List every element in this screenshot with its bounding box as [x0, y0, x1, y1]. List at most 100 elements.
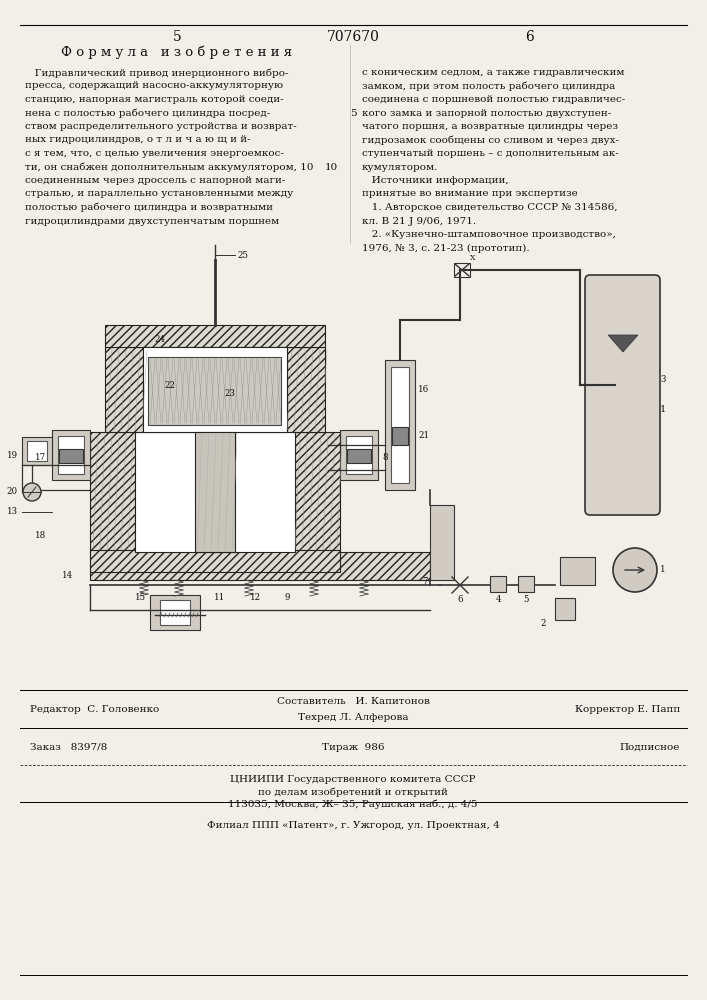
Text: 5: 5 — [351, 108, 357, 117]
Text: соединена с поршневой полостью гидравличес-: соединена с поршневой полостью гидравлич… — [362, 95, 625, 104]
Text: 3: 3 — [660, 375, 665, 384]
Text: 6: 6 — [457, 595, 463, 604]
Text: 20: 20 — [7, 488, 18, 496]
Text: 5: 5 — [523, 595, 529, 604]
Polygon shape — [608, 335, 638, 352]
Bar — [560, 557, 595, 585]
Text: 10: 10 — [325, 162, 338, 172]
Bar — [135, 432, 295, 552]
Text: 2: 2 — [540, 619, 546, 629]
Text: 15: 15 — [134, 592, 146, 601]
Text: кл. В 21 J 9/06, 1971.: кл. В 21 J 9/06, 1971. — [362, 217, 476, 226]
Bar — [392, 427, 408, 445]
Circle shape — [613, 548, 657, 592]
Text: 5: 5 — [173, 30, 182, 44]
Bar — [195, 432, 235, 552]
Text: Заказ   8397/8: Заказ 8397/8 — [30, 742, 107, 752]
Bar — [287, 347, 325, 432]
Text: 1976, № 3, с. 21-23 (прототип).: 1976, № 3, с. 21-23 (прототип). — [362, 243, 530, 253]
Bar — [22, 437, 52, 465]
Text: Подписное: Подписное — [619, 742, 680, 752]
Text: Источники информации,: Источники информации, — [362, 176, 508, 185]
Text: Редактор  С. Головенко: Редактор С. Головенко — [30, 704, 159, 714]
Text: Корректор Е. Папп: Корректор Е. Папп — [575, 704, 680, 714]
Bar — [340, 430, 378, 480]
Text: замком, при этом полость рабочего цилиндра: замком, при этом полость рабочего цилинд… — [362, 82, 615, 91]
Text: ти, он снабжен дополнительным аккумулятором, 10: ти, он снабжен дополнительным аккумулято… — [25, 162, 313, 172]
Bar — [143, 347, 287, 432]
Text: пресса, содержащий насосно-аккумуляторную: пресса, содержащий насосно-аккумуляторну… — [25, 82, 283, 91]
Text: Составитель   И. Капитонов: Составитель И. Капитонов — [276, 698, 429, 706]
Bar — [346, 436, 372, 474]
Text: 23: 23 — [225, 388, 235, 397]
Text: гидрозамок сообщены со сливом и через двух-: гидрозамок сообщены со сливом и через дв… — [362, 135, 619, 145]
Text: 1. Авторское свидетельство СССР № 314586,: 1. Авторское свидетельство СССР № 314586… — [362, 203, 617, 212]
Bar — [90, 432, 135, 552]
Bar — [555, 598, 575, 620]
Text: стралью, и параллельно установленными между: стралью, и параллельно установленными ме… — [25, 190, 293, 198]
Text: кого замка и запорной полостью двухступен-: кого замка и запорной полостью двухступе… — [362, 108, 612, 117]
Text: Гидравлический привод инерционного вибро-: Гидравлический привод инерционного вибро… — [25, 68, 288, 78]
Text: с я тем, что, с целью увеличения энергоемкос-: с я тем, что, с целью увеличения энергое… — [25, 149, 284, 158]
Text: полостью рабочего цилиндра и возвратными: полостью рабочего цилиндра и возвратными — [25, 203, 273, 213]
Text: принятые во внимание при экспертизе: принятые во внимание при экспертизе — [362, 190, 578, 198]
Bar — [490, 576, 506, 592]
Text: 24: 24 — [155, 336, 165, 344]
Text: Техред Л. Алферова: Техред Л. Алферова — [298, 712, 408, 722]
Text: 6: 6 — [525, 30, 534, 44]
Text: соединенным через дроссель с напорной маги-: соединенным через дроссель с напорной ма… — [25, 176, 286, 185]
Text: 4: 4 — [495, 595, 501, 604]
Bar — [454, 263, 470, 277]
Text: ных гидроцилиндров, о т л и ч а ю щ и й-: ных гидроцилиндров, о т л и ч а ю щ и й- — [25, 135, 250, 144]
Text: 14: 14 — [62, 570, 73, 580]
Bar — [105, 325, 325, 347]
Text: 12: 12 — [250, 592, 261, 601]
Text: 25: 25 — [237, 250, 248, 259]
Text: 1: 1 — [660, 406, 666, 414]
Bar — [148, 357, 281, 425]
Text: 17: 17 — [35, 452, 46, 462]
FancyBboxPatch shape — [585, 275, 660, 515]
Bar — [27, 441, 47, 461]
Text: Ф о р м у л а   и з о б р е т е н и я: Ф о р м у л а и з о б р е т е н и я — [62, 45, 293, 59]
Bar — [150, 595, 200, 630]
Text: 13: 13 — [7, 508, 18, 516]
Bar — [347, 449, 371, 463]
Text: Филиал ППП «Патент», г. Ужгород, ул. Проектная, 4: Филиал ППП «Патент», г. Ужгород, ул. Про… — [206, 820, 499, 830]
Bar — [105, 347, 143, 432]
Text: 22: 22 — [165, 381, 175, 390]
Text: 113035, Москва, Ж– 35, Раушская наб., д. 4/5: 113035, Москва, Ж– 35, Раушская наб., д.… — [228, 799, 478, 809]
Bar — [391, 367, 409, 483]
Text: гидроцилиндрами двухступенчатым поршнем: гидроцилиндрами двухступенчатым поршнем — [25, 217, 279, 226]
Bar — [430, 505, 454, 580]
Text: с коническим седлом, а также гидравлическим: с коническим седлом, а также гидравличес… — [362, 68, 624, 77]
Text: ством распределительного устройства и возврат-: ством распределительного устройства и во… — [25, 122, 297, 131]
Text: нена с полостью рабочего цилиндра посред-: нена с полостью рабочего цилиндра посред… — [25, 108, 270, 118]
Text: ступенчатый поршень – с дополнительным ак-: ступенчатый поршень – с дополнительным а… — [362, 149, 619, 158]
Bar — [90, 550, 340, 572]
Text: по делам изобретений и открытий: по делам изобретений и открытий — [258, 787, 448, 797]
Bar — [90, 552, 430, 580]
Text: кумулятором.: кумулятором. — [362, 162, 438, 172]
Text: 19: 19 — [7, 450, 18, 460]
Bar — [58, 436, 84, 474]
Bar — [160, 600, 190, 625]
Text: 1: 1 — [660, 566, 665, 574]
Text: 11: 11 — [214, 592, 226, 601]
Bar — [518, 576, 534, 592]
Bar — [385, 360, 415, 490]
Text: чатого поршня, а возвратные цилиндры через: чатого поршня, а возвратные цилиндры чер… — [362, 122, 618, 131]
Text: X: X — [470, 254, 475, 262]
Bar — [52, 430, 90, 480]
Text: 16: 16 — [418, 385, 429, 394]
Text: ЦНИИПИ Государственного комитета СССР: ЦНИИПИ Государственного комитета СССР — [230, 776, 476, 784]
Text: 9: 9 — [284, 592, 290, 601]
Text: 7: 7 — [423, 578, 428, 586]
Text: станцию, напорная магистраль которой соеди-: станцию, напорная магистраль которой сое… — [25, 95, 284, 104]
Text: 707670: 707670 — [327, 30, 380, 44]
Text: 2. «Кузнечно-штамповочное производство»,: 2. «Кузнечно-штамповочное производство», — [362, 230, 616, 239]
Text: 21: 21 — [418, 430, 429, 440]
Text: 8: 8 — [382, 452, 387, 462]
Text: Тираж  986: Тираж 986 — [322, 742, 384, 752]
Bar — [295, 432, 340, 552]
